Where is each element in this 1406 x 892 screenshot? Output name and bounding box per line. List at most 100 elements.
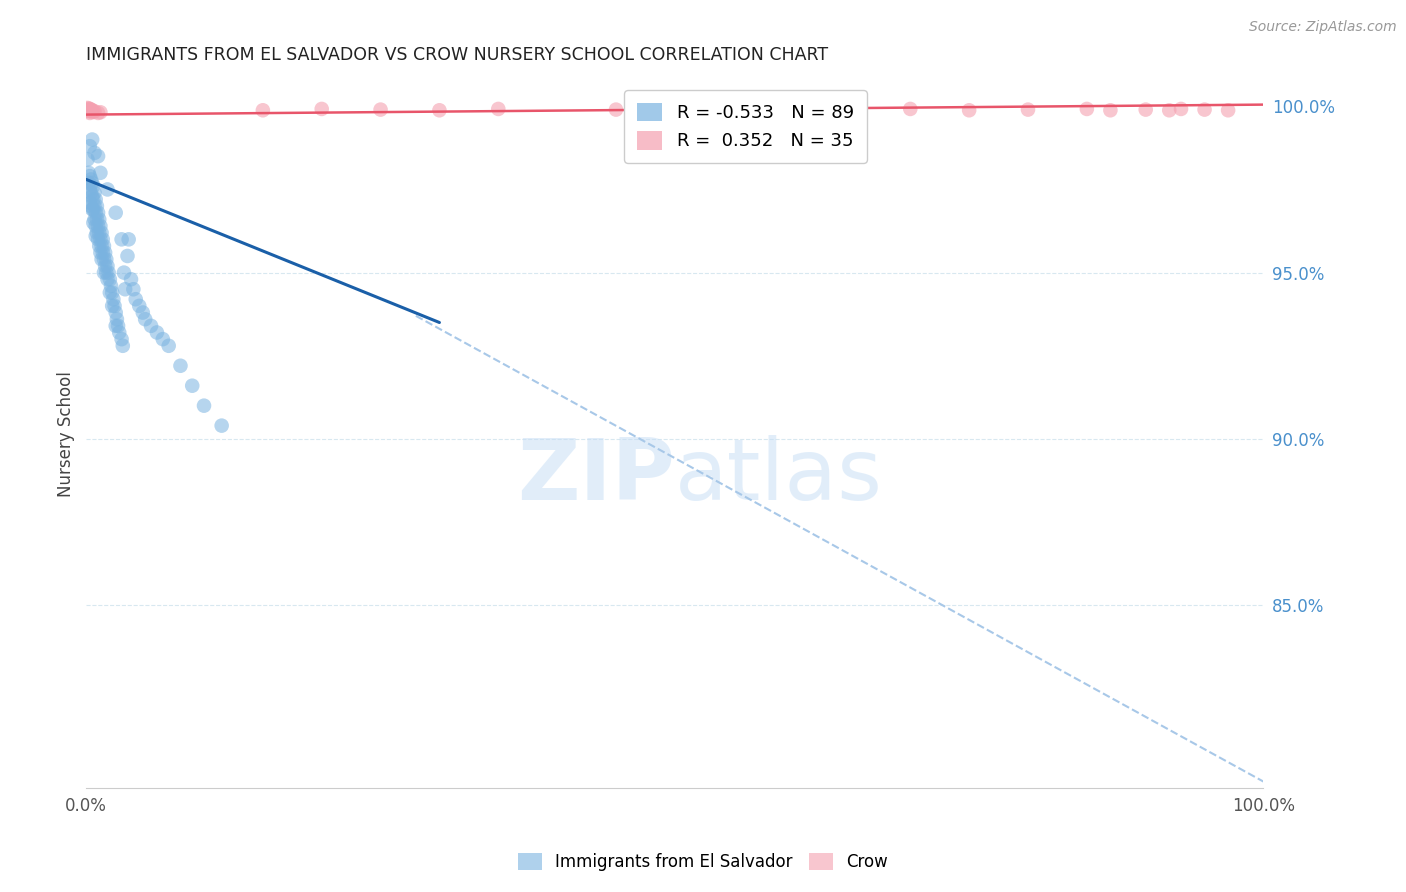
Point [84, 205, 107, 219]
Point [117, 249, 139, 263]
Point [370, 103, 392, 117]
Point [82, 216, 104, 230]
Point [100, 279, 122, 293]
Point [76, 153, 98, 167]
Point [128, 299, 150, 313]
Point [429, 103, 451, 118]
Legend: R = -0.533   N = 89, R =  0.352   N = 35: R = -0.533 N = 89, R = 0.352 N = 35 [624, 90, 866, 163]
Point [157, 339, 180, 353]
Point [86, 212, 108, 227]
Point [83, 212, 105, 227]
Point [87, 205, 110, 219]
Text: atlas: atlas [675, 435, 883, 518]
Point [486, 102, 509, 116]
Point [89, 245, 111, 260]
Text: ZIP: ZIP [517, 435, 675, 518]
Point [134, 312, 156, 326]
Point [110, 332, 132, 346]
Point [120, 272, 142, 286]
Point [107, 318, 129, 333]
Point [1135, 103, 1157, 117]
Point [723, 102, 745, 116]
Point [79, 195, 101, 210]
Point [82, 179, 104, 194]
Point [1099, 103, 1122, 118]
Point [91, 232, 114, 246]
Point [87, 149, 110, 163]
Point [103, 299, 125, 313]
Point [79, 182, 101, 196]
Y-axis label: Nursery School: Nursery School [58, 371, 75, 497]
Point [82, 193, 104, 207]
Point [96, 272, 118, 286]
Point [93, 252, 115, 267]
Point [104, 318, 127, 333]
Point [79, 103, 101, 118]
Point [77, 104, 100, 119]
Point [89, 166, 111, 180]
Point [96, 259, 118, 273]
Point [146, 326, 169, 340]
Point [87, 106, 110, 120]
Point [83, 199, 105, 213]
Point [193, 399, 215, 413]
Point [84, 229, 107, 244]
Point [93, 266, 115, 280]
Point [83, 145, 105, 160]
Point [91, 245, 114, 260]
Text: Source: ZipAtlas.com: Source: ZipAtlas.com [1249, 20, 1396, 34]
Point [1170, 102, 1192, 116]
Point [82, 202, 104, 217]
Point [87, 232, 110, 246]
Text: IMMIGRANTS FROM EL SALVADOR VS CROW NURSERY SCHOOL CORRELATION CHART: IMMIGRANTS FROM EL SALVADOR VS CROW NURS… [86, 46, 828, 64]
Point [76, 101, 98, 115]
Point [83, 186, 105, 200]
Point [118, 232, 141, 246]
Point [82, 202, 104, 217]
Point [101, 299, 124, 313]
Point [96, 266, 118, 280]
Point [79, 102, 101, 116]
Point [664, 103, 686, 118]
Point [84, 219, 107, 233]
Point [82, 104, 104, 119]
Point [1017, 103, 1039, 117]
Point [89, 226, 111, 240]
Point [89, 219, 111, 233]
Point [89, 212, 111, 227]
Point [112, 266, 135, 280]
Point [139, 318, 162, 333]
Point [96, 182, 118, 196]
Point [1194, 103, 1216, 117]
Point [89, 105, 111, 120]
Point [87, 219, 110, 233]
Point [211, 418, 233, 433]
Point [82, 103, 104, 118]
Point [77, 102, 100, 116]
Point [83, 104, 105, 119]
Point [103, 292, 125, 306]
Point [111, 339, 134, 353]
Point [98, 285, 121, 300]
Point [169, 359, 191, 373]
Point [125, 292, 148, 306]
Point [80, 186, 103, 200]
Point [132, 305, 155, 319]
Point [90, 239, 112, 253]
Point [77, 166, 100, 180]
Point [97, 266, 120, 280]
Point [89, 232, 111, 246]
Point [89, 239, 111, 253]
Point [86, 226, 108, 240]
Point [82, 189, 104, 203]
Point [101, 285, 124, 300]
Point [77, 103, 100, 117]
Point [93, 239, 115, 253]
Point [82, 176, 104, 190]
Point [79, 139, 101, 153]
Point [79, 169, 101, 183]
Point [90, 252, 112, 267]
Point [94, 245, 117, 260]
Point [1216, 103, 1239, 118]
Point [79, 106, 101, 120]
